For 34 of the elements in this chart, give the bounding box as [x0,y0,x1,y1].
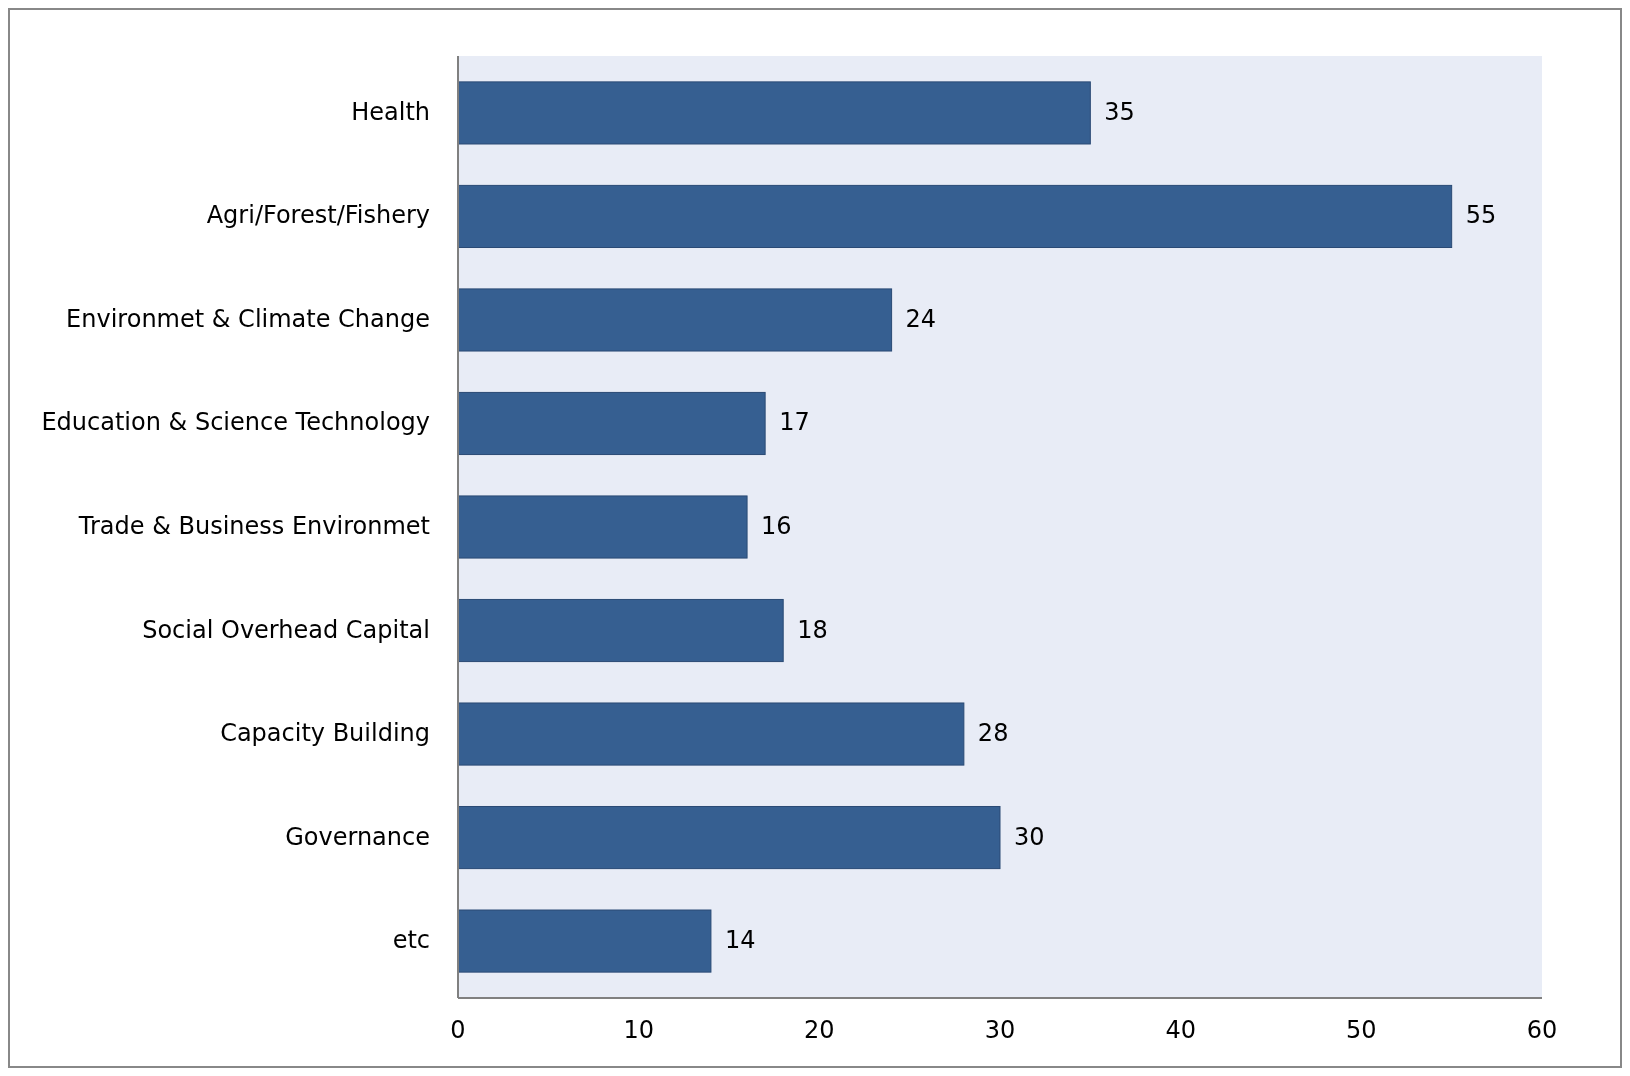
bar [457,702,965,766]
x-tick-label: 0 [450,1016,466,1044]
bar [457,806,1001,870]
data-label: 18 [797,615,828,644]
x-tick-label: 60 [1526,1016,1558,1044]
y-tick-label: Social Overhead Capital [142,615,430,644]
bar [457,391,766,456]
x-tick-label: 30 [984,1016,1016,1044]
y-tick-label: Education & Science Technology [41,408,430,437]
y-tick-label: Agri/Forest/Fishery [206,201,430,230]
y-tick-label: Health [351,97,430,126]
x-tick-label: 40 [1165,1016,1196,1044]
data-label: 16 [761,512,792,540]
data-label: 17 [779,408,810,437]
data-label: 24 [905,304,937,333]
x-tick-label: 50 [1346,1016,1377,1044]
data-label: 14 [724,926,756,955]
x-tick-label: 10 [623,1016,654,1044]
data-label: 55 [1465,201,1497,230]
bar [457,288,893,352]
bar [457,81,1091,145]
y-tick-label: etc [392,926,430,955]
y-tick-label: Governance [285,822,430,851]
bar [457,598,784,663]
bar [457,909,712,973]
y-tick-label: Environmet & Climate Change [66,304,430,333]
data-label: 35 [1104,97,1135,126]
data-label: 30 [1014,822,1045,851]
x-tick-label: 20 [804,1016,835,1044]
bar [457,184,1453,249]
data-label: 28 [977,719,1009,748]
y-tick-label: Trade & Business Environmet [77,512,430,540]
bar [457,495,748,559]
y-tick-label: Capacity Building [220,719,430,748]
